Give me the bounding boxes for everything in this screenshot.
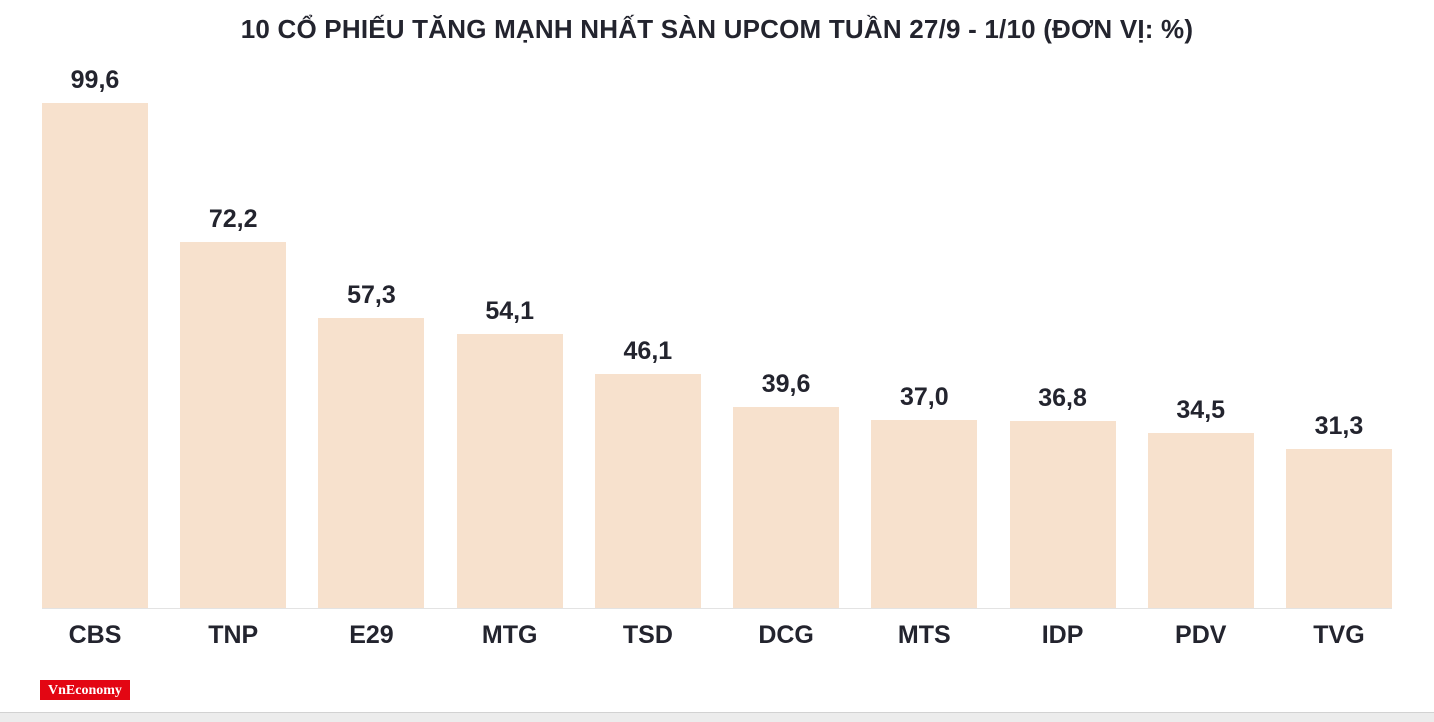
chart-area: 99,6 72,2 57,3 54,1 46,1 39,6 37,0 36,8 34,5 31,3… (42, 48, 1392, 650)
bar-column-MTS: 37,0 (871, 383, 978, 608)
category-label-MTG: MTG (481, 621, 538, 649)
bar-DCG (733, 407, 840, 608)
bar-TNP (180, 241, 287, 608)
bar-value-label: 57,3 (347, 280, 396, 309)
bar-value-label: 31,3 (1314, 412, 1364, 441)
category-label-E29: E29 (349, 621, 394, 649)
bar-value-label: 37,0 (899, 383, 949, 412)
bar-column-DCG: 39,6 (733, 370, 840, 608)
bar-PDV (1147, 433, 1254, 608)
bar-MTS (871, 420, 978, 608)
bar-TVG (1285, 449, 1392, 608)
bar-IDP (1009, 421, 1116, 608)
vneconomy-logo-text: VnEconomy (48, 683, 122, 698)
chart-title: 10 CỔ PHIẾU TĂNG MẠNH NHẤT SÀN UPCOM TUẦ… (240, 14, 1194, 44)
bar-column-E29: 57,3 (318, 280, 425, 608)
vneconomy-logo: VnEconomy (40, 680, 130, 700)
category-axis: CBS TNP E29 MTG TSD DCG MTS IDP PDV TVG (42, 609, 1392, 650)
category-label-DCG: DCG (758, 621, 814, 649)
bar-value-label: 34,5 (1176, 396, 1226, 425)
category-label-CBS: CBS (68, 621, 122, 649)
bar-E29 (318, 317, 425, 608)
category-label-TSD: TSD (622, 621, 673, 649)
bar-value-label: 99,6 (70, 66, 120, 94)
bar-value-label: 46,1 (623, 337, 673, 366)
bar-MTG (456, 333, 563, 608)
bar-column-IDP: 36,8 (1009, 384, 1116, 608)
bar-TSD (594, 374, 701, 608)
bar-column-PDV: 34,5 (1147, 396, 1254, 608)
bar-value-label: 72,2 (208, 204, 258, 233)
category-label-MTS: MTS (897, 621, 951, 649)
bar-column-TSD: 46,1 (594, 337, 701, 608)
bar-chart-plot: 99,6 72,2 57,3 54,1 46,1 39,6 37,0 36,8 34,5 31,3 (42, 48, 1392, 609)
bar-value-label: 39,6 (761, 370, 811, 399)
bar-value-label: 36,8 (1038, 384, 1087, 413)
bottom-divider (0, 712, 1434, 722)
bar-column-MTG: 54,1 (456, 296, 563, 608)
category-label-TVG: TVG (1313, 621, 1365, 649)
bar-CBS (42, 103, 148, 608)
bar-column-TVG: 31,3 (1285, 412, 1392, 608)
bar-value-label: 54,1 (485, 296, 534, 325)
category-label-IDP: IDP (1041, 621, 1084, 649)
bar-column-TNP: 72,2 (180, 204, 287, 608)
category-label-PDV: PDV (1175, 621, 1227, 649)
category-label-TNP: TNP (208, 621, 259, 649)
bar-column-CBS: 99,6 (42, 66, 148, 608)
